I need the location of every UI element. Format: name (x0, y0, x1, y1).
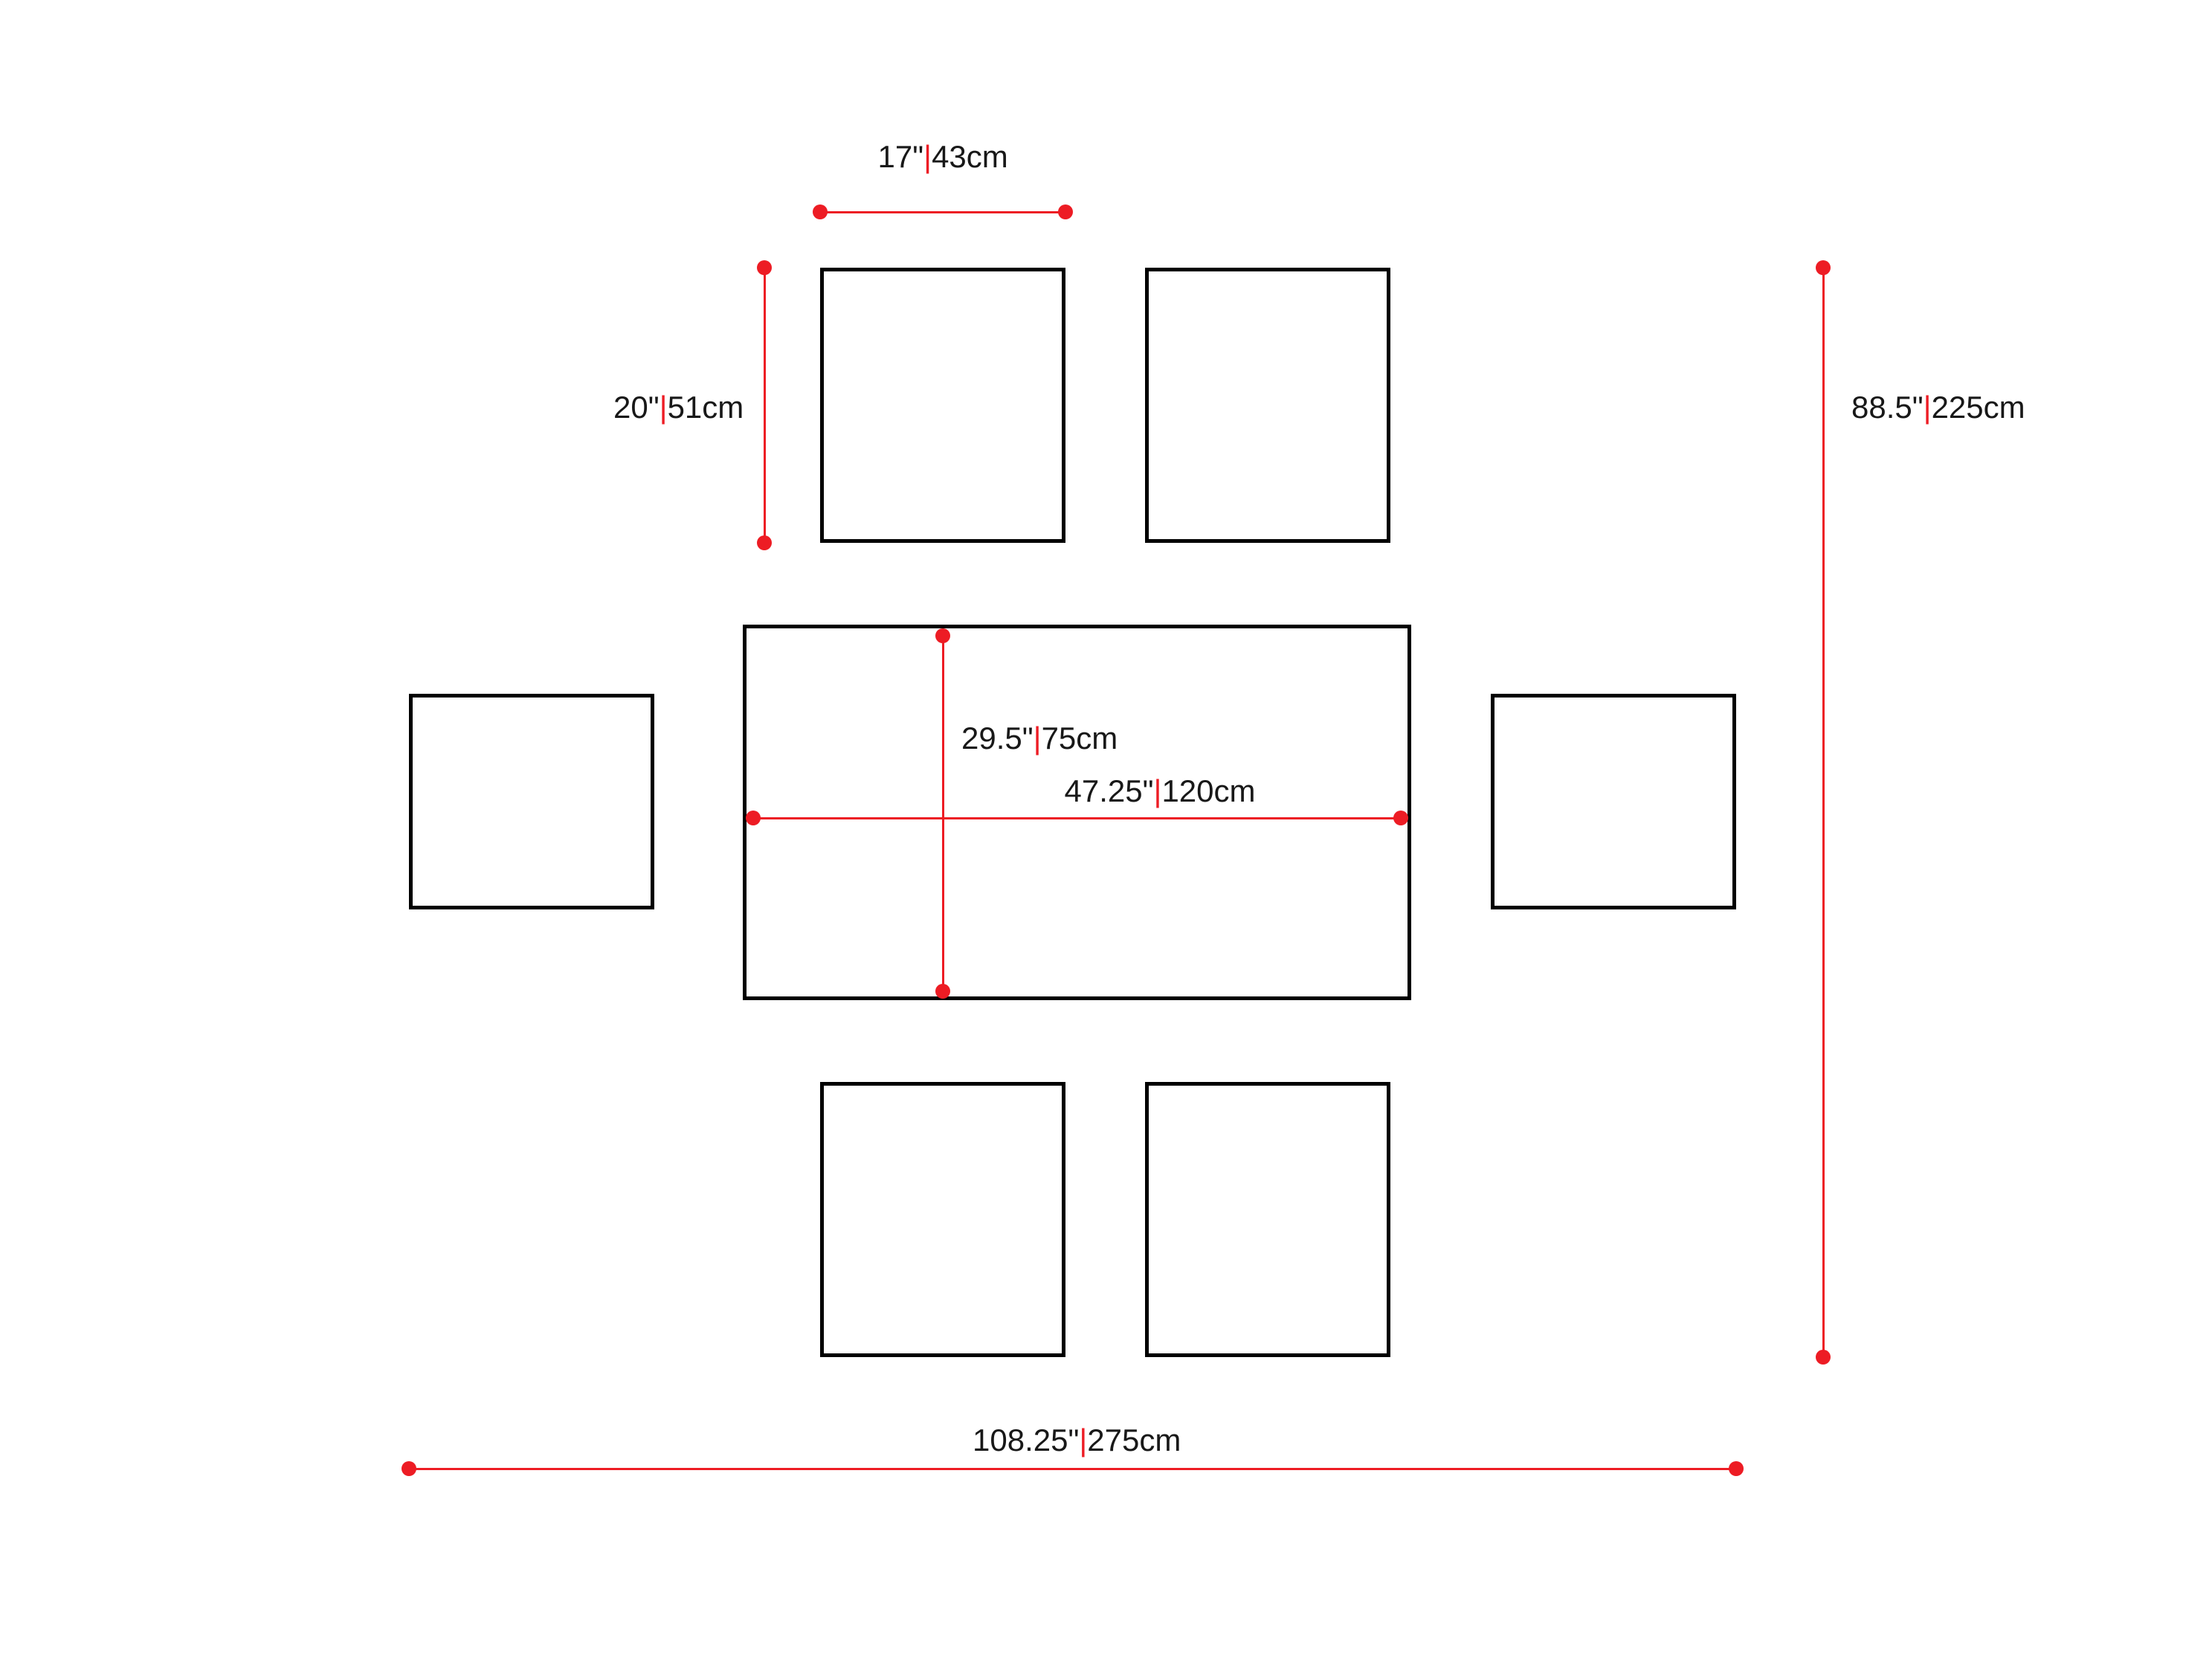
dim-endpoint (1393, 811, 1408, 825)
dim-endpoint (1816, 260, 1831, 275)
dim-separator: | (660, 392, 668, 423)
dim-endpoint (935, 984, 950, 999)
shape-chair-left (409, 694, 654, 909)
dim-separator: | (1154, 776, 1162, 807)
dim-separator: | (1034, 723, 1042, 754)
dim-inches: 108.25" (973, 1423, 1079, 1457)
dim-label-table-width: 47.25" | 120cm (1065, 776, 1256, 807)
dim-label-overall-width: 108.25" | 275cm (973, 1425, 1181, 1456)
dim-endpoint (402, 1461, 416, 1476)
dim-line-chair-depth (764, 268, 766, 543)
dim-endpoint (1058, 204, 1073, 219)
dim-label-overall-depth: 88.5" | 225cm (1851, 392, 2025, 423)
dim-endpoint (813, 204, 828, 219)
dim-line-table-width (753, 817, 1401, 819)
dim-endpoint (757, 535, 772, 550)
dim-inches: 29.5" (961, 721, 1034, 756)
dim-line-overall-width (409, 1468, 1736, 1470)
dim-endpoint (1729, 1461, 1744, 1476)
dim-cm: 75cm (1042, 721, 1118, 756)
shape-chair-top-left (820, 268, 1065, 543)
dim-cm: 51cm (668, 390, 744, 425)
shape-chair-bottom-right (1145, 1082, 1390, 1357)
dim-inches: 47.25" (1065, 773, 1154, 808)
dim-label-chair-depth: 20" | 51cm (613, 392, 744, 423)
dim-line-chair-width (820, 211, 1065, 213)
dim-separator: | (1924, 392, 1932, 423)
dim-label-chair-width: 17" | 43cm (878, 141, 1008, 173)
dim-separator: | (1079, 1425, 1087, 1456)
dim-inches: 88.5" (1851, 390, 1924, 425)
dim-endpoint (1816, 1350, 1831, 1365)
shape-chair-bottom-left (820, 1082, 1065, 1357)
dim-inches: 17" (878, 139, 924, 174)
dim-label-table-depth: 29.5" | 75cm (961, 723, 1118, 754)
shape-chair-right (1491, 694, 1736, 909)
shape-table (743, 625, 1411, 1000)
dim-inches: 20" (613, 390, 660, 425)
dim-endpoint (746, 811, 761, 825)
dim-cm: 120cm (1161, 773, 1255, 808)
shape-chair-top-right (1145, 268, 1390, 543)
dim-cm: 275cm (1087, 1423, 1181, 1457)
dim-line-table-depth (942, 636, 944, 991)
dim-endpoint (935, 628, 950, 643)
dim-separator: | (923, 141, 932, 173)
dim-line-overall-depth (1822, 268, 1825, 1357)
diagram-canvas: 17" | 43cm 20" | 51cm 29.5" | 75cm 47.25" |… (0, 0, 2212, 1659)
dim-cm: 43cm (932, 139, 1008, 174)
dim-cm: 225cm (1932, 390, 2025, 425)
dim-endpoint (757, 260, 772, 275)
